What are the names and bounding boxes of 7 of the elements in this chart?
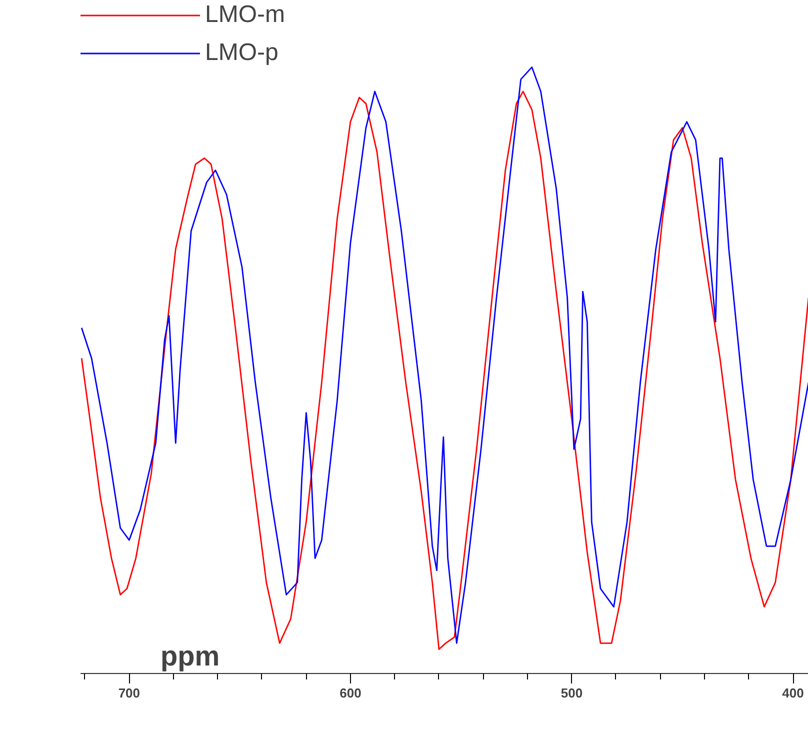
x-tick-label: 400 [782,686,804,700]
legend-label: LMO-m [205,1,285,29]
x-tick-label: 500 [560,686,583,700]
x-tick-label: 600 [340,686,362,700]
x-tick-label: 700 [118,686,140,700]
x-axis-title: ppm [160,640,220,672]
legend-label: LMO-p [205,39,278,67]
